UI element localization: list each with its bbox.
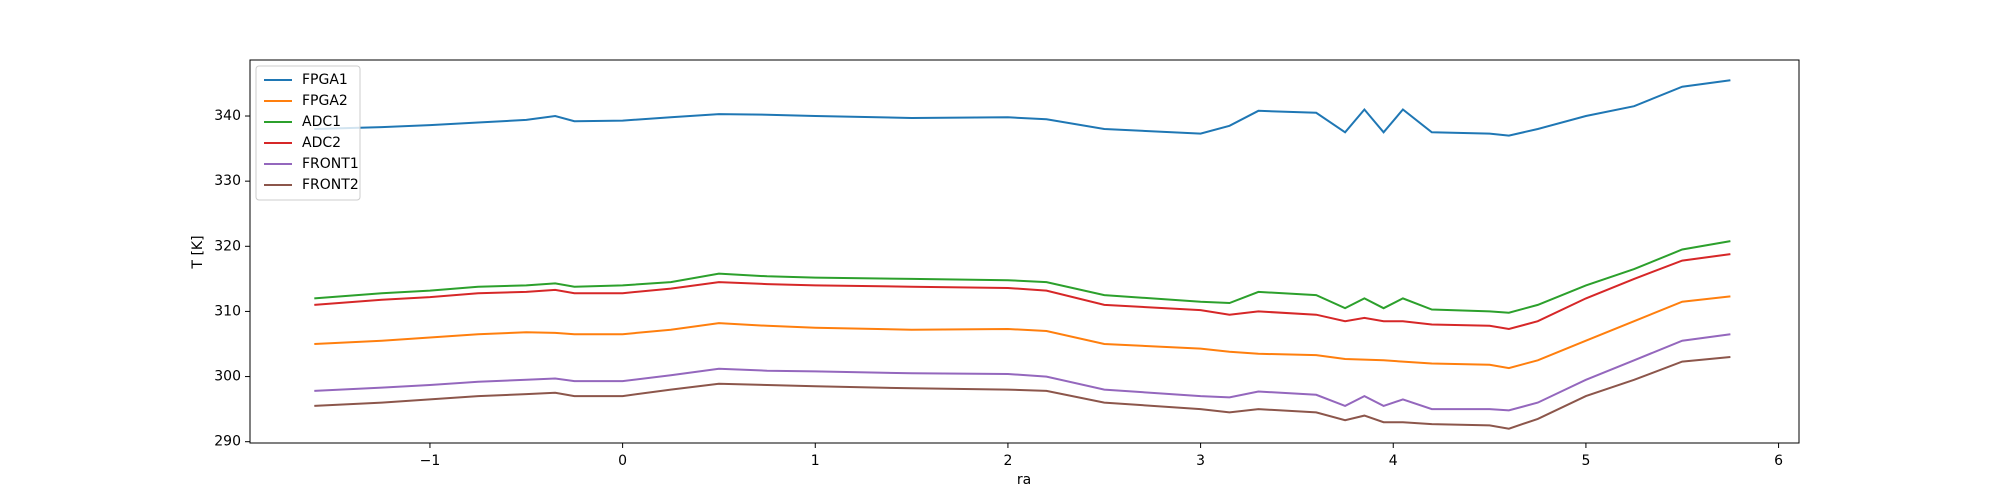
series-line <box>314 79 1731 137</box>
y-tick-label: 290 <box>214 434 241 450</box>
y-tick-label: 340 <box>214 108 241 124</box>
x-tick-label: 1 <box>811 453 820 469</box>
legend-label: FRONT2 <box>302 177 359 193</box>
legend-label: FPGA2 <box>302 93 348 109</box>
y-tick-label: 300 <box>214 369 241 385</box>
series-line <box>314 356 1731 430</box>
y-tick-label: 310 <box>214 303 241 319</box>
legend-label: FPGA1 <box>302 72 348 88</box>
x-tick-label: 0 <box>618 453 627 469</box>
x-tick-label: 3 <box>1196 453 1205 469</box>
legend-label: ADC1 <box>302 114 341 130</box>
y-tick-label: 320 <box>214 238 241 254</box>
x-tick-label: −1 <box>420 453 441 469</box>
y-tick-label: 330 <box>214 173 241 189</box>
legend-label: FRONT1 <box>302 156 359 172</box>
series-line <box>314 333 1731 412</box>
x-tick-label: 4 <box>1389 453 1398 469</box>
legend-label: ADC2 <box>302 135 341 151</box>
series-line <box>314 240 1731 314</box>
x-axis-label: ra <box>1017 472 1031 488</box>
x-tick-label: 5 <box>1581 453 1590 469</box>
x-tick-label: 2 <box>1003 453 1012 469</box>
y-axis-label: T [K] <box>190 235 206 269</box>
x-tick-label: 6 <box>1774 453 1783 469</box>
series-line <box>314 295 1731 370</box>
series-line <box>314 253 1731 331</box>
axes-frame <box>249 59 1800 444</box>
legend-box <box>255 65 361 201</box>
